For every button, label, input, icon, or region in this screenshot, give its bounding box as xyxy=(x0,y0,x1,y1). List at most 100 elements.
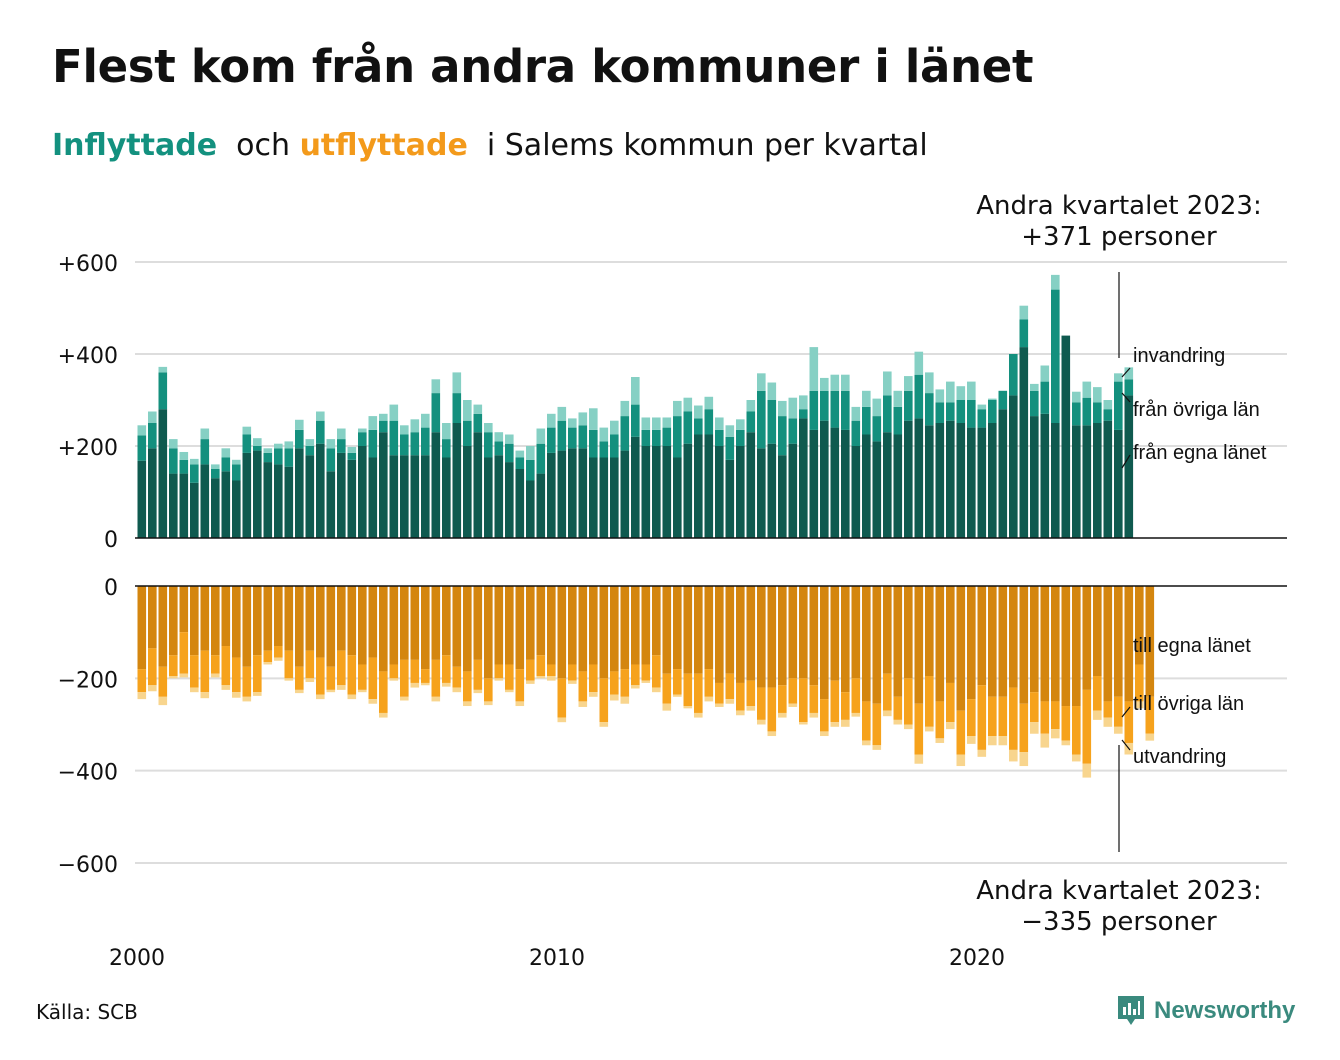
bar-out-emigration xyxy=(442,682,451,687)
bar-out-other-counties xyxy=(1124,701,1134,743)
bar-out-emigration xyxy=(337,685,346,690)
bar-in-same-county xyxy=(526,480,535,538)
y-tick-label-top: +400 xyxy=(58,344,118,369)
bar-out-emigration xyxy=(862,740,871,746)
bar-in-immigration xyxy=(1093,387,1102,403)
bar-in-other-counties xyxy=(536,443,546,474)
bar-in-immigration xyxy=(725,425,735,437)
bar-in-immigration xyxy=(568,418,577,428)
bar-in-same-county xyxy=(998,409,1008,538)
bar-out-emigration xyxy=(232,692,241,698)
series-label-leader xyxy=(1121,367,1131,378)
bar-in-other-counties xyxy=(809,390,819,430)
bar-in-other-counties xyxy=(925,393,934,426)
bar-in-immigration xyxy=(263,448,273,453)
bar-in-immigration xyxy=(746,400,756,412)
bar-out-other-counties xyxy=(841,692,850,720)
bar-in-other-counties xyxy=(358,432,367,446)
subtitle-utflyttade: utflyttade xyxy=(299,128,468,163)
bar-in-same-county xyxy=(221,471,231,538)
bar-out-same-county xyxy=(883,586,892,674)
bar-out-other-counties xyxy=(904,678,913,725)
bar-in-immigration xyxy=(925,372,934,394)
bar-out-other-counties xyxy=(851,678,861,713)
bar-out-emigration xyxy=(841,719,850,727)
bar-out-same-county xyxy=(547,586,556,665)
bar-in-immigration xyxy=(977,404,987,410)
bar-in-immigration xyxy=(1103,400,1113,410)
bar-in-other-counties xyxy=(1040,381,1050,414)
bar-in-other-counties xyxy=(851,420,861,446)
bar-out-same-county xyxy=(305,586,315,651)
bar-out-other-counties xyxy=(1019,703,1029,753)
bar-out-same-county xyxy=(1082,586,1092,690)
bar-in-immigration xyxy=(610,420,619,435)
bar-out-other-counties xyxy=(379,671,388,713)
bar-in-immigration xyxy=(704,396,714,410)
bar-out-emigration xyxy=(998,736,1008,746)
bar-out-same-county xyxy=(1051,586,1060,702)
bar-out-emigration xyxy=(641,680,651,683)
bar-out-emigration xyxy=(1135,701,1144,709)
bar-in-other-counties xyxy=(977,409,987,428)
bar-out-other-counties xyxy=(368,657,378,700)
bar-out-other-counties xyxy=(410,659,420,683)
bar-out-same-county xyxy=(578,586,588,672)
bar-out-same-county xyxy=(725,586,735,674)
bar-in-same-county xyxy=(1061,335,1071,538)
bar-in-other-counties xyxy=(578,425,588,449)
bar-out-other-counties xyxy=(578,671,588,702)
bar-in-immigration xyxy=(253,438,262,446)
bar-in-same-county xyxy=(242,452,252,538)
bar-out-emigration xyxy=(316,694,325,700)
inflow-bars xyxy=(137,274,1134,538)
bar-out-same-county xyxy=(200,586,210,651)
bar-out-emigration xyxy=(893,719,903,725)
bar-in-other-counties xyxy=(694,418,703,435)
bar-out-same-county xyxy=(746,586,756,681)
bar-in-other-counties xyxy=(305,446,315,456)
bar-out-other-counties xyxy=(599,678,609,723)
bar-out-same-county xyxy=(715,586,724,683)
bar-in-immigration xyxy=(872,398,882,417)
bar-in-other-counties xyxy=(1124,379,1134,396)
bar-out-other-counties xyxy=(295,666,304,690)
bar-in-immigration xyxy=(578,412,588,426)
bar-out-emigration xyxy=(725,699,735,704)
bar-in-same-county xyxy=(515,469,525,538)
bar-out-other-counties xyxy=(389,664,399,679)
bar-in-other-counties xyxy=(347,452,357,460)
bar-in-immigration xyxy=(158,366,168,373)
bar-out-emigration xyxy=(946,722,955,730)
bar-in-same-county xyxy=(830,427,840,538)
bar-in-other-counties xyxy=(799,409,808,419)
bar-out-emigration xyxy=(1072,754,1081,762)
bar-in-other-counties xyxy=(557,420,567,451)
bar-in-same-county xyxy=(704,434,714,538)
bar-in-other-counties xyxy=(746,411,756,433)
bar-out-other-counties xyxy=(326,666,336,690)
bar-out-other-counties xyxy=(704,669,714,697)
newsworthy-logo[interactable]: Newsworthy xyxy=(1116,994,1295,1028)
bar-out-same-county xyxy=(526,586,535,660)
bar-in-same-county xyxy=(967,427,976,538)
bar-in-same-county xyxy=(442,457,451,538)
bar-out-other-counties xyxy=(358,664,367,690)
bar-out-other-counties xyxy=(190,655,199,688)
bar-in-immigration xyxy=(347,446,357,453)
bar-out-emigration xyxy=(599,722,609,727)
bar-in-same-county xyxy=(904,420,913,538)
bar-in-same-county xyxy=(746,432,756,538)
bar-in-other-counties xyxy=(526,459,535,481)
bar-in-immigration xyxy=(536,428,546,444)
bar-in-immigration xyxy=(137,425,147,436)
bar-out-other-counties xyxy=(757,687,766,720)
bar-out-other-counties xyxy=(820,699,829,732)
bar-in-other-counties xyxy=(148,423,157,449)
brand-name: Newsworthy xyxy=(1154,997,1296,1024)
bar-out-other-counties xyxy=(1030,692,1039,723)
bar-in-immigration xyxy=(851,406,861,421)
bar-in-immigration xyxy=(557,406,567,421)
bar-out-same-county xyxy=(1019,586,1029,704)
bar-out-other-counties xyxy=(547,664,556,677)
